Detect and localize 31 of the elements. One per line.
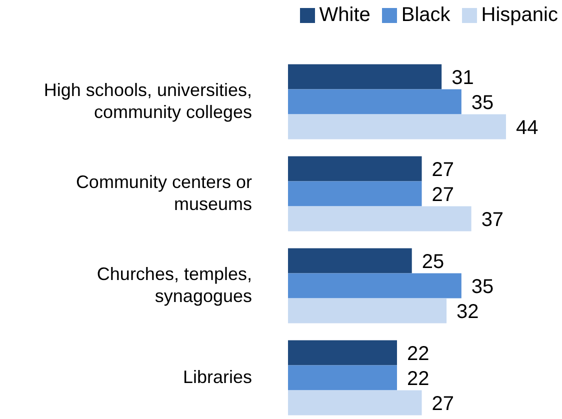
data-label: 22 [407,368,430,390]
data-label: 32 [456,300,479,323]
legend-label: White [318,4,370,27]
bar [288,365,397,390]
bar [288,340,397,366]
bar [288,273,462,298]
bar [288,89,462,114]
data-label: 27 [432,158,454,181]
data-label: 22 [407,342,430,365]
data-label: 37 [481,208,504,231]
data-label: 35 [471,276,494,298]
legend-label: Black [400,4,450,27]
bar [288,206,472,232]
legend-label: Hispanic [480,4,558,27]
bar [288,181,422,206]
y-tick-label: Community centers or museums [76,172,252,214]
bar [288,64,442,90]
bar [288,248,412,274]
bar [288,114,506,140]
data-label: 25 [422,250,444,273]
data-label: 31 [452,66,474,89]
bar [288,156,422,182]
y-tick-label: Libraries [182,367,252,387]
bar [288,298,447,324]
data-label: 44 [516,116,538,139]
y-tick-label: High schools, universities, community colleges [44,80,252,122]
y-tick-label: Churches, temples, synagogues [96,264,252,306]
data-label: 27 [432,392,454,415]
data-label: 27 [432,184,454,206]
data-label: 35 [471,92,494,114]
bar [288,390,422,416]
